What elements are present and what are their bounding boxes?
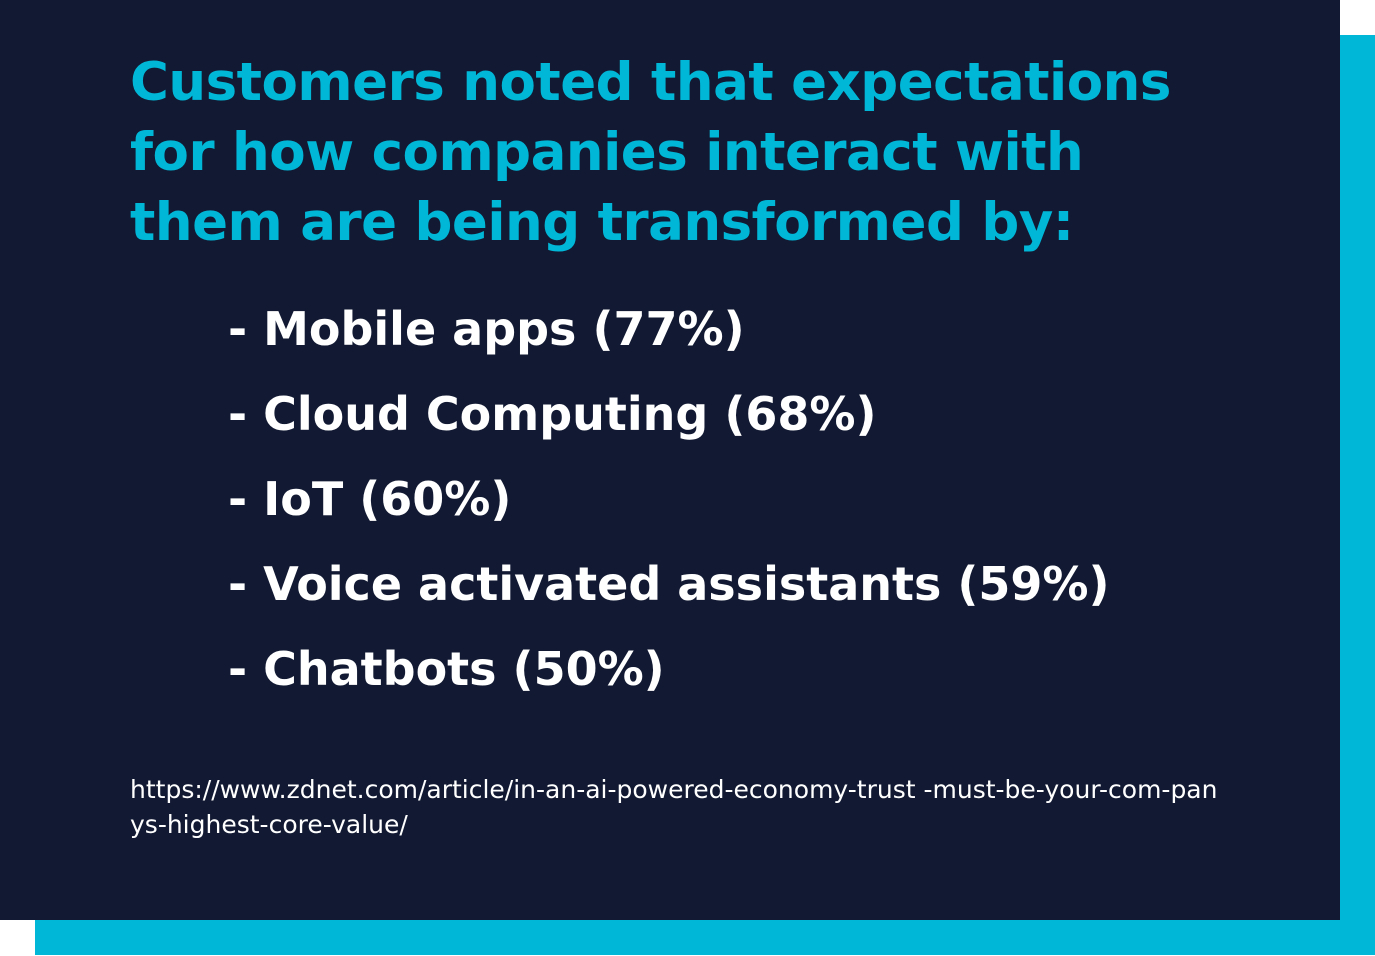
list-item-iot: - IoT (60%): [228, 472, 512, 526]
list-item-chatbots: - Chatbots (50%): [228, 642, 665, 696]
list-item-cloud-computing: - Cloud Computing (68%): [228, 387, 877, 441]
source-url: https://www.zdnet.com/article/in-an-ai-p…: [130, 775, 1218, 839]
stat-list: - Mobile apps (77%) - Cloud Computing (6…: [228, 287, 1110, 712]
list-item-mobile-apps: - Mobile apps (77%): [228, 302, 745, 356]
list-item-voice-assistants: - Voice activated assistants (59%): [228, 557, 1110, 611]
content-card: Customers noted that expectations for ho…: [0, 0, 1340, 920]
headline: Customers noted that expectations for ho…: [130, 52, 1171, 253]
